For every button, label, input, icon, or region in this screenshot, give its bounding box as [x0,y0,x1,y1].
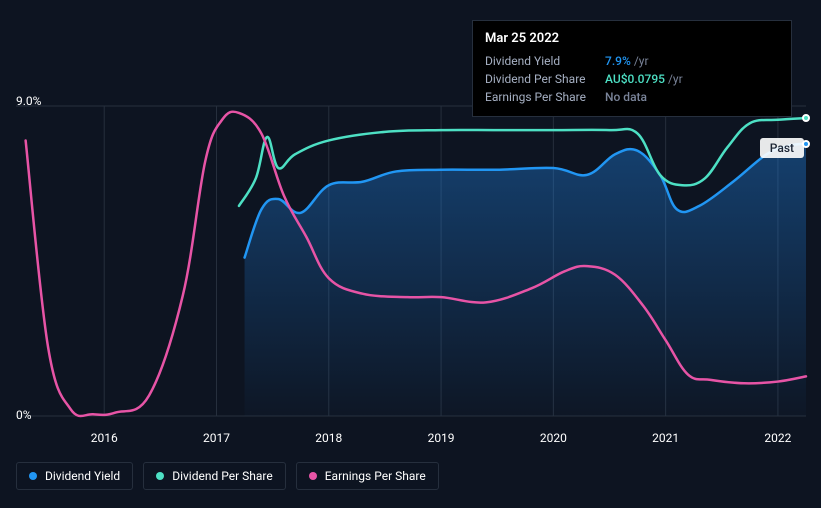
tooltip-row-value: AU$0.0795 [605,72,665,86]
chart-legend: Dividend Yield Dividend Per Share Earnings… [16,462,439,490]
y-axis-min-label: 0% [16,408,32,422]
series-end-marker-dividend_yield [802,140,810,148]
tooltip-row-value: 7.9% [605,54,631,68]
x-axis-tick-label: 2018 [315,431,342,445]
tooltip-row-value: No data [605,90,647,104]
legend-item-earnings_per_share[interactable]: Earnings Per Share [296,462,439,490]
x-axis-tick-label: 2021 [652,431,679,445]
y-axis-max-label: 9.0% [16,94,41,108]
legend-label: Dividend Yield [45,469,120,483]
tooltip-row: Dividend Yield7.9%/yr [485,52,779,70]
legend-dot-icon [156,472,164,480]
tooltip-row-unit: /yr [668,72,683,86]
tooltip-row-label: Earnings Per Share [485,90,605,104]
legend-item-dividend_yield[interactable]: Dividend Yield [16,462,133,490]
chart-tooltip: Mar 25 2022 Dividend Yield7.9%/yrDividen… [472,20,792,117]
legend-label: Dividend Per Share [172,469,273,483]
x-axis-tick-label: 2019 [428,431,455,445]
tooltip-row-label: Dividend Per Share [485,72,605,86]
x-axis-tick-label: 2017 [203,431,230,445]
x-axis-tick-label: 2016 [91,431,118,445]
legend-label: Earnings Per Share [325,469,426,483]
legend-dot-icon [309,472,317,480]
x-axis-tick-label: 2020 [540,431,567,445]
legend-dot-icon [29,472,37,480]
dividend-chart: 9.0% 0% 2016201720182019202020212022 Mar… [16,16,806,436]
plot-area[interactable] [16,106,806,416]
tooltip-row-label: Dividend Yield [485,54,605,68]
tooltip-row: Earnings Per ShareNo data [485,88,779,106]
x-axis-tick-label: 2022 [764,431,791,445]
tooltip-date: Mar 25 2022 [485,31,779,46]
tooltip-row: Dividend Per ShareAU$0.0795/yr [485,70,779,88]
past-badge: Past [760,138,804,158]
tooltip-row-unit: /yr [634,54,649,68]
legend-item-dividend_per_share[interactable]: Dividend Per Share [143,462,286,490]
series-end-marker-dividend_per_share [802,114,810,122]
chart-svg [16,106,806,416]
